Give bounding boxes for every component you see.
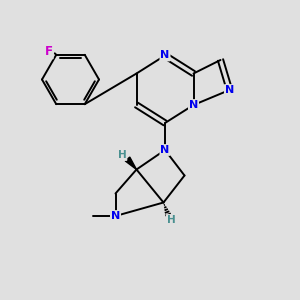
Polygon shape <box>125 157 136 169</box>
Text: N: N <box>111 211 120 221</box>
Text: N: N <box>189 100 198 110</box>
Text: N: N <box>160 50 169 61</box>
Text: H: H <box>167 215 176 225</box>
Text: N: N <box>160 145 169 155</box>
Text: N: N <box>225 85 234 95</box>
Text: H: H <box>118 150 127 160</box>
Text: F: F <box>45 45 53 58</box>
